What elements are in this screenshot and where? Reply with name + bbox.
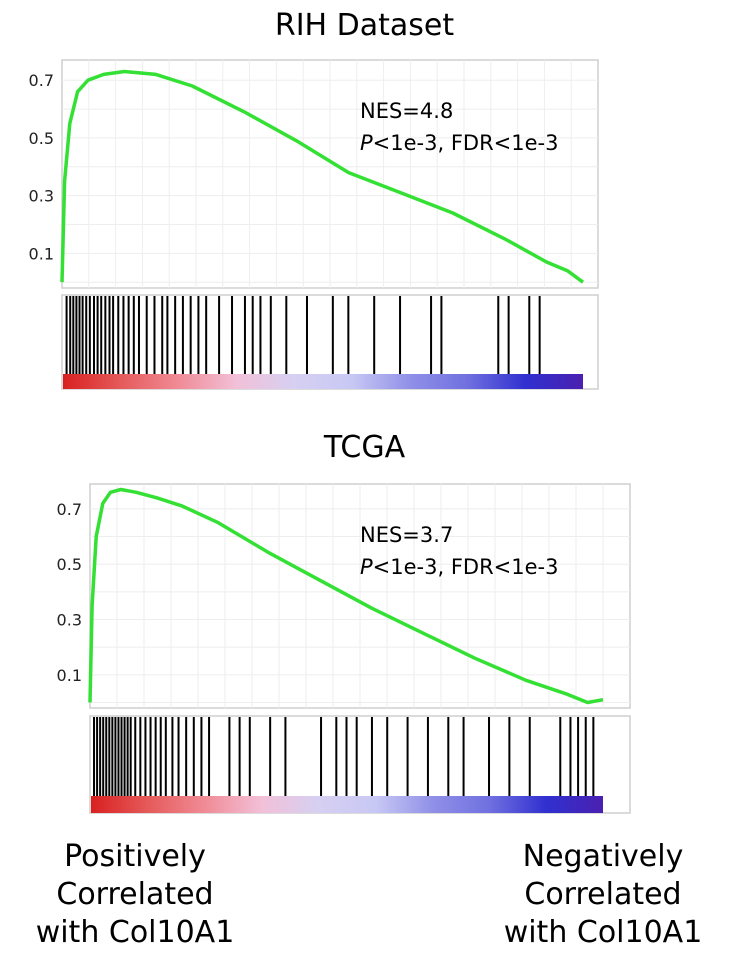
- right-correlation-label: Negatively Correlated with Col10A1: [478, 838, 728, 952]
- gsea-chart-rih: 0.7 0.5 0.3 0.1 NES=4.8 P<1e-3, FDR<1e-3: [29, 59, 599, 390]
- ranked-list-colorbar: [63, 374, 583, 389]
- right-label-line-3: with Col10A1: [503, 915, 703, 950]
- chart-title-rih: RIH Dataset: [274, 8, 455, 43]
- left-label-line-1: Positively: [64, 839, 206, 874]
- gsea-chart-tcga: 0.7 0.5 0.3 0.1 NES=3.7 P<1e-3, FDR<1e-3: [57, 483, 631, 814]
- ranked-list-colorbar: [91, 796, 603, 813]
- y-tick-label: 0.3: [57, 611, 82, 630]
- y-tick-label: 0.3: [29, 187, 54, 206]
- pvalue-fdr-label: P<1e-3, FDR<1e-3: [360, 555, 559, 579]
- pvalue-fdr-label: P<1e-3, FDR<1e-3: [360, 131, 559, 155]
- right-label-line-2: Correlated: [524, 877, 682, 912]
- y-tick-label: 0.7: [29, 71, 54, 90]
- chart-title-tcga: TCGA: [323, 430, 406, 465]
- left-label-line-3: with Col10A1: [35, 915, 235, 950]
- right-label-line-1: Negatively: [522, 839, 684, 874]
- nes-label: NES=3.7: [360, 523, 453, 547]
- y-tick-label: 0.1: [57, 666, 82, 685]
- left-label-line-2: Correlated: [56, 877, 214, 912]
- nes-label: NES=4.8: [360, 99, 453, 123]
- y-tick-label: 0.5: [29, 129, 54, 148]
- y-tick-label: 0.5: [57, 555, 82, 574]
- y-tick-label: 0.7: [57, 500, 82, 519]
- left-correlation-label: Positively Correlated with Col10A1: [10, 838, 260, 952]
- y-tick-label: 0.1: [29, 244, 54, 263]
- enrichment-score-line: [88, 487, 604, 705]
- enrichment-score-line: [60, 69, 585, 284]
